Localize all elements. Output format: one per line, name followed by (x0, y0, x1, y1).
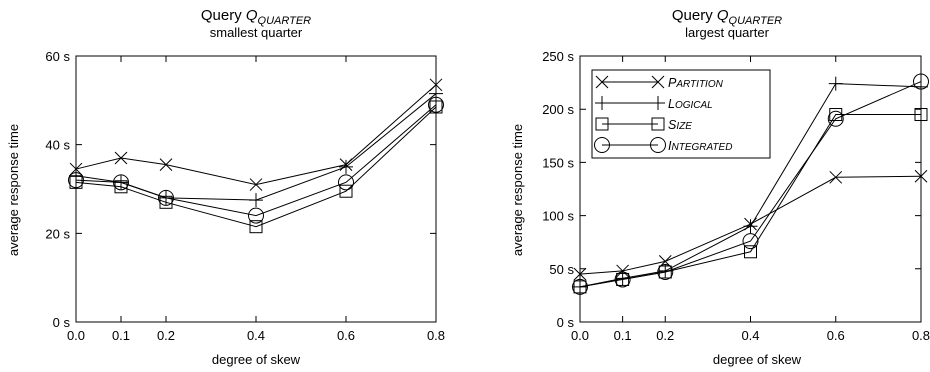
series-line-size (75, 106, 437, 228)
series-line-partition (75, 84, 437, 186)
y-tick-label: 50 s (549, 262, 574, 277)
data-point-integrated (614, 271, 631, 288)
x-tick-label: 0.0 (67, 328, 85, 343)
data-point-partition (914, 169, 928, 183)
plot-frame (75, 55, 437, 323)
data-point-integrated (742, 233, 759, 250)
y-tick-label: 60 s (45, 49, 70, 64)
series-partition (69, 78, 443, 191)
y-tick-label: 150 s (542, 155, 574, 170)
y-tick-label: 200 s (542, 102, 574, 117)
data-point-logical (429, 86, 443, 101)
legend-marker-size (651, 117, 665, 131)
legend-label-partition: PARTITION (668, 76, 724, 90)
series-integrated (572, 73, 929, 295)
data-point-logical (339, 159, 353, 174)
data-point-size (339, 184, 353, 198)
x-tick-label: 0.8 (912, 328, 930, 343)
legend-marker-logical (595, 96, 609, 110)
x-tick-label: 0.6 (827, 328, 845, 343)
data-point-partition (429, 78, 443, 92)
chart-subtitle: smallest quarter (210, 25, 303, 40)
data-point-integrated (158, 189, 174, 206)
series-partition (573, 169, 928, 281)
data-point-size (249, 220, 263, 234)
data-point-logical (828, 76, 843, 91)
legend-marker-integrated (594, 137, 610, 153)
x-tick-label: 0.0 (571, 328, 589, 343)
data-point-size (69, 175, 83, 189)
legend-marker-integrated (650, 137, 666, 153)
series-integrated (68, 96, 444, 224)
y-axis-label: average response time (6, 124, 21, 256)
series-logical (573, 76, 928, 294)
data-point-integrated (572, 278, 588, 295)
data-point-size (914, 108, 928, 122)
y-tick-label: 250 s (542, 49, 574, 64)
data-point-integrated (68, 172, 84, 189)
data-point-integrated (827, 110, 844, 127)
chart-smallest-quarter: Query QQUARTER smallest quarter degree o… (6, 7, 445, 367)
x-tick-label: 0.2 (157, 328, 175, 343)
x-tick-label: 0.1 (614, 328, 632, 343)
y-tick-label: 40 s (45, 138, 70, 153)
data-point-size (429, 100, 443, 114)
data-point-logical (249, 193, 263, 208)
data-point-size (658, 265, 672, 279)
chart-title: Query QQUARTER (201, 7, 311, 27)
series-size (69, 100, 443, 234)
series-line-integrated (579, 81, 922, 288)
data-point-size (573, 280, 587, 294)
x-tick-label: 0.2 (656, 328, 674, 343)
legend-label-size: SIZE (668, 118, 692, 132)
data-point-integrated (428, 96, 444, 113)
y-axis-label: average response time (510, 124, 525, 256)
data-point-logical (743, 219, 758, 234)
series-size (573, 108, 928, 294)
data-point-integrated (913, 73, 929, 90)
series-line-size (579, 114, 921, 288)
x-tick-label: 0.4 (741, 328, 759, 343)
legend-label-logical: LOGICAL (668, 97, 713, 111)
legend: PARTITION LOGICAL SIZE INTEGRATED (591, 69, 771, 159)
data-point-partition (829, 170, 843, 184)
legend-box (591, 69, 771, 159)
data-point-partition (114, 151, 128, 165)
data-point-partition (159, 158, 173, 171)
x-axis-label: degree of skew (212, 352, 301, 367)
y-tick-label: 100 s (542, 209, 574, 224)
x-axis-label: degree of skew (713, 352, 802, 367)
data-point-partition (573, 267, 587, 281)
data-point-size (744, 245, 757, 259)
chart-subtitle: largest quarter (685, 25, 769, 40)
x-tick-label: 0.1 (112, 328, 130, 343)
data-point-partition (616, 264, 629, 278)
data-point-integrated (338, 174, 354, 191)
legend-marker-partition (651, 75, 665, 89)
legend-label-integrated: INTEGRATED (668, 139, 732, 153)
chart-title: Query QQUARTER (672, 7, 782, 27)
legend-marker-logical (651, 96, 665, 110)
y-tick-label: 0 s (53, 315, 71, 330)
legend-marker-size (595, 117, 609, 131)
series-line-partition (579, 175, 922, 275)
legend-marker-partition (595, 75, 609, 89)
x-tick-label: 0.6 (337, 328, 355, 343)
y-tick-label: 0 s (557, 315, 575, 330)
x-tick-label: 0.8 (427, 328, 445, 343)
data-point-partition (249, 178, 263, 191)
y-tick-label: 20 s (45, 226, 70, 241)
x-tick-label: 0.4 (247, 328, 265, 343)
data-point-integrated (248, 207, 264, 224)
plot-frame (579, 55, 922, 323)
chart-largest-quarter: Query QQUARTER largest quarter degree of… (510, 7, 930, 367)
data-point-integrated (657, 263, 674, 280)
data-point-integrated (113, 174, 129, 191)
data-point-size (616, 272, 630, 286)
